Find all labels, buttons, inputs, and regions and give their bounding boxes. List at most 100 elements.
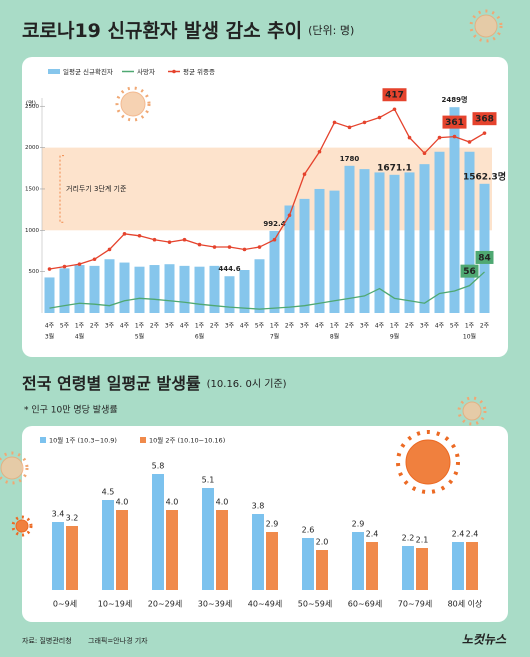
value-label: 4.5 bbox=[102, 488, 115, 497]
bar bbox=[329, 190, 340, 313]
x-tick-label: 1주 bbox=[390, 323, 400, 330]
value-label: 2.0 bbox=[316, 538, 329, 547]
x-tick-label: 3주 bbox=[420, 323, 430, 330]
bar bbox=[59, 268, 70, 313]
x-group-label: 5월 bbox=[135, 333, 144, 341]
title: 전국 연령별 일평균 발생률 bbox=[22, 374, 201, 393]
value-label: 2.6 bbox=[302, 526, 315, 535]
value-label: 3.2 bbox=[66, 514, 79, 523]
line-marker bbox=[332, 120, 337, 125]
line-marker bbox=[257, 245, 262, 249]
line-marker bbox=[377, 115, 382, 120]
line-marker bbox=[182, 237, 187, 242]
value-label: 417 bbox=[385, 91, 404, 101]
x-tick-label: 1주 bbox=[330, 323, 340, 330]
bar bbox=[452, 542, 464, 590]
value-label: 4.0 bbox=[116, 498, 129, 507]
bar bbox=[254, 259, 265, 313]
bar bbox=[149, 265, 160, 313]
title: 코로나19 신규환자 발생 감소 추이 bbox=[22, 20, 302, 42]
x-tick-label: 1주 bbox=[75, 323, 85, 330]
bar bbox=[466, 542, 478, 590]
line-marker bbox=[152, 237, 157, 242]
value-label: 5.1 bbox=[202, 476, 215, 485]
y-tick-label: 500 bbox=[29, 269, 40, 275]
bar bbox=[44, 277, 55, 313]
value-label: 4.0 bbox=[216, 498, 229, 507]
x-tick-label: 10~19세 bbox=[98, 600, 132, 609]
x-tick-label: 1주 bbox=[270, 323, 280, 330]
legend-label: 평균 위중증 bbox=[183, 67, 215, 76]
bar bbox=[239, 270, 250, 313]
x-tick-label: 5주 bbox=[255, 323, 265, 330]
x-tick-label: 2주 bbox=[480, 323, 490, 330]
bar bbox=[89, 265, 100, 313]
legend-swatch bbox=[40, 437, 46, 443]
line-marker bbox=[47, 267, 52, 271]
line bbox=[49, 271, 485, 310]
x-tick-label: 80세 이상 bbox=[448, 599, 483, 609]
legend-marker bbox=[172, 69, 176, 74]
line-marker bbox=[287, 213, 292, 218]
x-group-label: 9월 bbox=[390, 333, 399, 341]
line-marker bbox=[197, 242, 202, 247]
bar bbox=[344, 165, 355, 313]
line-marker bbox=[212, 245, 217, 249]
bar bbox=[202, 488, 214, 590]
band-label: 거리두기 3단계 기준 bbox=[66, 184, 127, 193]
band-bracket bbox=[59, 155, 64, 223]
bar bbox=[209, 265, 220, 313]
threshold-band bbox=[42, 147, 492, 231]
value-label: 3.4 bbox=[52, 510, 65, 519]
value-label: 2489명 bbox=[442, 95, 468, 104]
value-label: 368 bbox=[475, 115, 494, 125]
bar bbox=[179, 265, 190, 313]
x-tick-label: 20~29세 bbox=[148, 600, 182, 609]
bar bbox=[166, 510, 178, 590]
x-tick-label: 2주 bbox=[345, 323, 355, 330]
value-label: 444.6 bbox=[218, 265, 240, 273]
bar bbox=[252, 514, 264, 590]
bar bbox=[389, 174, 400, 313]
source: 자료: 질병관리청 bbox=[22, 636, 72, 645]
bar bbox=[284, 205, 295, 313]
value-label-box bbox=[382, 88, 407, 102]
bar bbox=[66, 526, 78, 590]
value-label: 5.8 bbox=[152, 462, 165, 471]
value-label: 1780 bbox=[340, 155, 360, 163]
bar bbox=[116, 510, 128, 590]
x-tick-label: 1주 bbox=[465, 323, 475, 330]
x-tick-label: 4주 bbox=[45, 323, 55, 330]
x-tick-label: 70~79세 bbox=[398, 600, 432, 609]
credit: 그래픽=안나경 기자 bbox=[88, 636, 148, 645]
value-label: 2.4 bbox=[452, 530, 465, 539]
line-marker bbox=[317, 149, 322, 154]
panel bbox=[22, 426, 508, 622]
legend-label: 10월 1주 (10.3~10.9) bbox=[49, 436, 117, 445]
line-marker bbox=[62, 264, 67, 269]
value-label-box bbox=[460, 264, 479, 278]
value-label: 2.9 bbox=[266, 520, 279, 529]
x-tick-label: 2주 bbox=[150, 323, 160, 330]
bar bbox=[119, 262, 130, 313]
legend-label: 사망자 bbox=[137, 67, 155, 76]
note: * 인구 10만 명당 발생률 bbox=[24, 405, 118, 416]
value-label: 56 bbox=[463, 267, 476, 277]
x-tick-label: 0~9세 bbox=[53, 600, 77, 609]
x-tick-label: 4주 bbox=[120, 323, 130, 330]
line bbox=[49, 108, 485, 270]
value-label-box bbox=[442, 115, 467, 129]
bar bbox=[216, 510, 228, 590]
bar bbox=[359, 169, 370, 313]
line-marker bbox=[362, 120, 367, 125]
value-label: 1671.1 bbox=[377, 163, 412, 173]
legend-label: 10월 2주 (10.10~10.16) bbox=[149, 436, 225, 445]
value-label: 1562.3명 bbox=[463, 170, 506, 182]
bar bbox=[352, 532, 364, 590]
legend-swatch bbox=[48, 69, 60, 74]
bar bbox=[164, 264, 175, 313]
line-marker bbox=[272, 237, 277, 242]
logo: 노컷뉴스 bbox=[462, 633, 507, 647]
x-tick-label: 3주 bbox=[360, 323, 370, 330]
